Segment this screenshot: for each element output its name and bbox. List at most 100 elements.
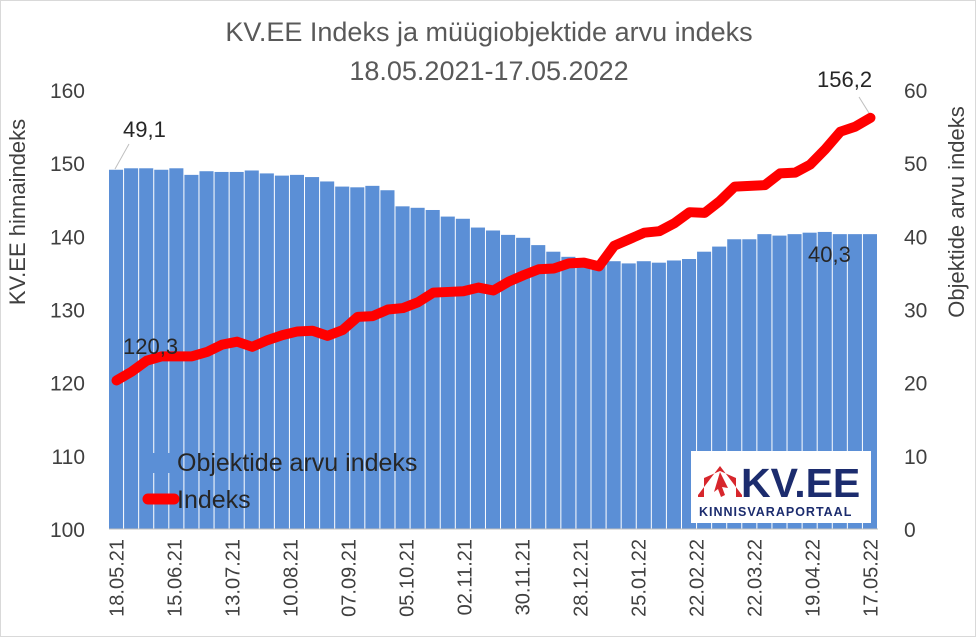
line-point: [704, 212, 706, 214]
bar: [410, 207, 425, 530]
data-label-line-last: 156,2: [817, 67, 872, 92]
y-right-tick-label: 0: [904, 519, 916, 542]
bar: [305, 177, 320, 529]
line-point: [417, 301, 419, 303]
bar: [501, 234, 516, 529]
line-point: [131, 371, 133, 373]
x-tick-label: 30.11.21: [513, 539, 535, 615]
line-point: [206, 351, 208, 353]
line-point: [507, 281, 510, 283]
y-right-tick-label: 60: [904, 80, 927, 103]
house-icon: [698, 466, 742, 497]
legend-label-line: Indeks: [177, 486, 251, 514]
logo-text: KV.EE: [741, 460, 860, 506]
x-tick-label: 10.08.21: [281, 539, 303, 617]
line-point: [673, 222, 676, 224]
bar: [335, 186, 350, 529]
y-left-tick-label: 130: [50, 300, 85, 323]
x-tick-label: 15.06.21: [165, 539, 187, 617]
line-point: [296, 330, 299, 333]
bar: [455, 218, 470, 529]
legend-label-bars: Objektide arvu indeks: [177, 449, 417, 477]
bar: [651, 262, 666, 529]
bar: [516, 237, 531, 530]
line-point: [191, 355, 193, 357]
line-point: [854, 125, 856, 128]
bar: [169, 168, 184, 530]
line-point: [402, 307, 404, 309]
line-point: [613, 245, 615, 247]
line-point: [869, 117, 872, 119]
line-point: [236, 341, 238, 343]
chart-subtitle: 18.05.2021-17.05.2022: [349, 56, 628, 86]
data-label-bar-first: 49,1: [123, 117, 166, 142]
x-tick-label: 19.04.22: [802, 539, 824, 617]
line-point: [357, 316, 359, 318]
line-point: [432, 292, 434, 294]
x-tick-label: 02.11.21: [455, 539, 477, 615]
bar: [531, 245, 546, 530]
line-point: [839, 131, 841, 133]
bar: [485, 230, 501, 530]
bar: [636, 261, 651, 529]
bar: [440, 216, 455, 529]
line-point: [553, 267, 555, 270]
line-point: [779, 172, 781, 175]
leader-line-bar-first: [114, 143, 130, 170]
bar: [365, 185, 380, 529]
y-axis-right: 0 10 20 30 40 50 60: [904, 80, 927, 542]
line-point: [266, 339, 268, 341]
cursor-icon: [714, 472, 728, 497]
x-tick-label: 18.05.21: [107, 539, 129, 617]
line-point: [598, 265, 600, 267]
line-point: [794, 172, 796, 174]
bar: [546, 251, 561, 529]
data-label-line-first: 120,3: [123, 334, 178, 359]
line-point: [477, 286, 480, 289]
data-labels: 49,1 40,3 120,3 156,2: [114, 67, 872, 359]
x-tick-label: 25.01.22: [628, 539, 650, 617]
y-left-tick-label: 110: [52, 446, 85, 469]
line-point: [583, 262, 585, 264]
bar: [109, 169, 124, 529]
y-right-tick-label: 50: [904, 153, 927, 176]
y-right-tick-label: 30: [904, 300, 927, 323]
bar: [425, 209, 440, 530]
bar: [124, 168, 139, 530]
bar: [576, 261, 591, 529]
line-point: [251, 346, 253, 348]
bar: [395, 206, 410, 529]
y-right-tick-label: 20: [904, 373, 927, 396]
y-left-tick-label: 140: [50, 226, 85, 249]
bar: [274, 175, 289, 530]
x-tick-label: 17.05.22: [860, 539, 882, 617]
bar: [229, 171, 244, 529]
line-point: [643, 232, 645, 234]
bar: [380, 190, 395, 530]
y-left-tick-label: 150: [50, 153, 85, 176]
line-point: [447, 291, 449, 293]
bar: [139, 168, 154, 530]
y-axis-left: 100 110 120 130 140 150 160: [50, 80, 85, 542]
line-point: [342, 329, 344, 331]
line-series-layer: [111, 112, 876, 386]
x-tick-label: 05.10.21: [397, 539, 419, 617]
bar: [259, 173, 274, 529]
line-point: [311, 330, 314, 332]
y-right-tick-label: 10: [904, 446, 927, 469]
legend-swatch-bars: [148, 453, 174, 473]
x-tick-label: 07.09.21: [339, 539, 361, 617]
line-point: [387, 308, 389, 311]
bar: [561, 256, 576, 529]
line-point: [462, 290, 464, 292]
logo-subtitle: KINNISVARAPORTAAL: [699, 505, 852, 519]
line-point: [764, 184, 766, 186]
line-point: [719, 200, 721, 202]
y-axis-left-label: KV.EE hinnaindeks: [5, 119, 30, 305]
line-point: [658, 230, 660, 232]
line-point: [176, 355, 178, 357]
bar: [591, 263, 606, 529]
y-left-tick-label: 120: [50, 373, 85, 396]
bar: [350, 187, 365, 529]
